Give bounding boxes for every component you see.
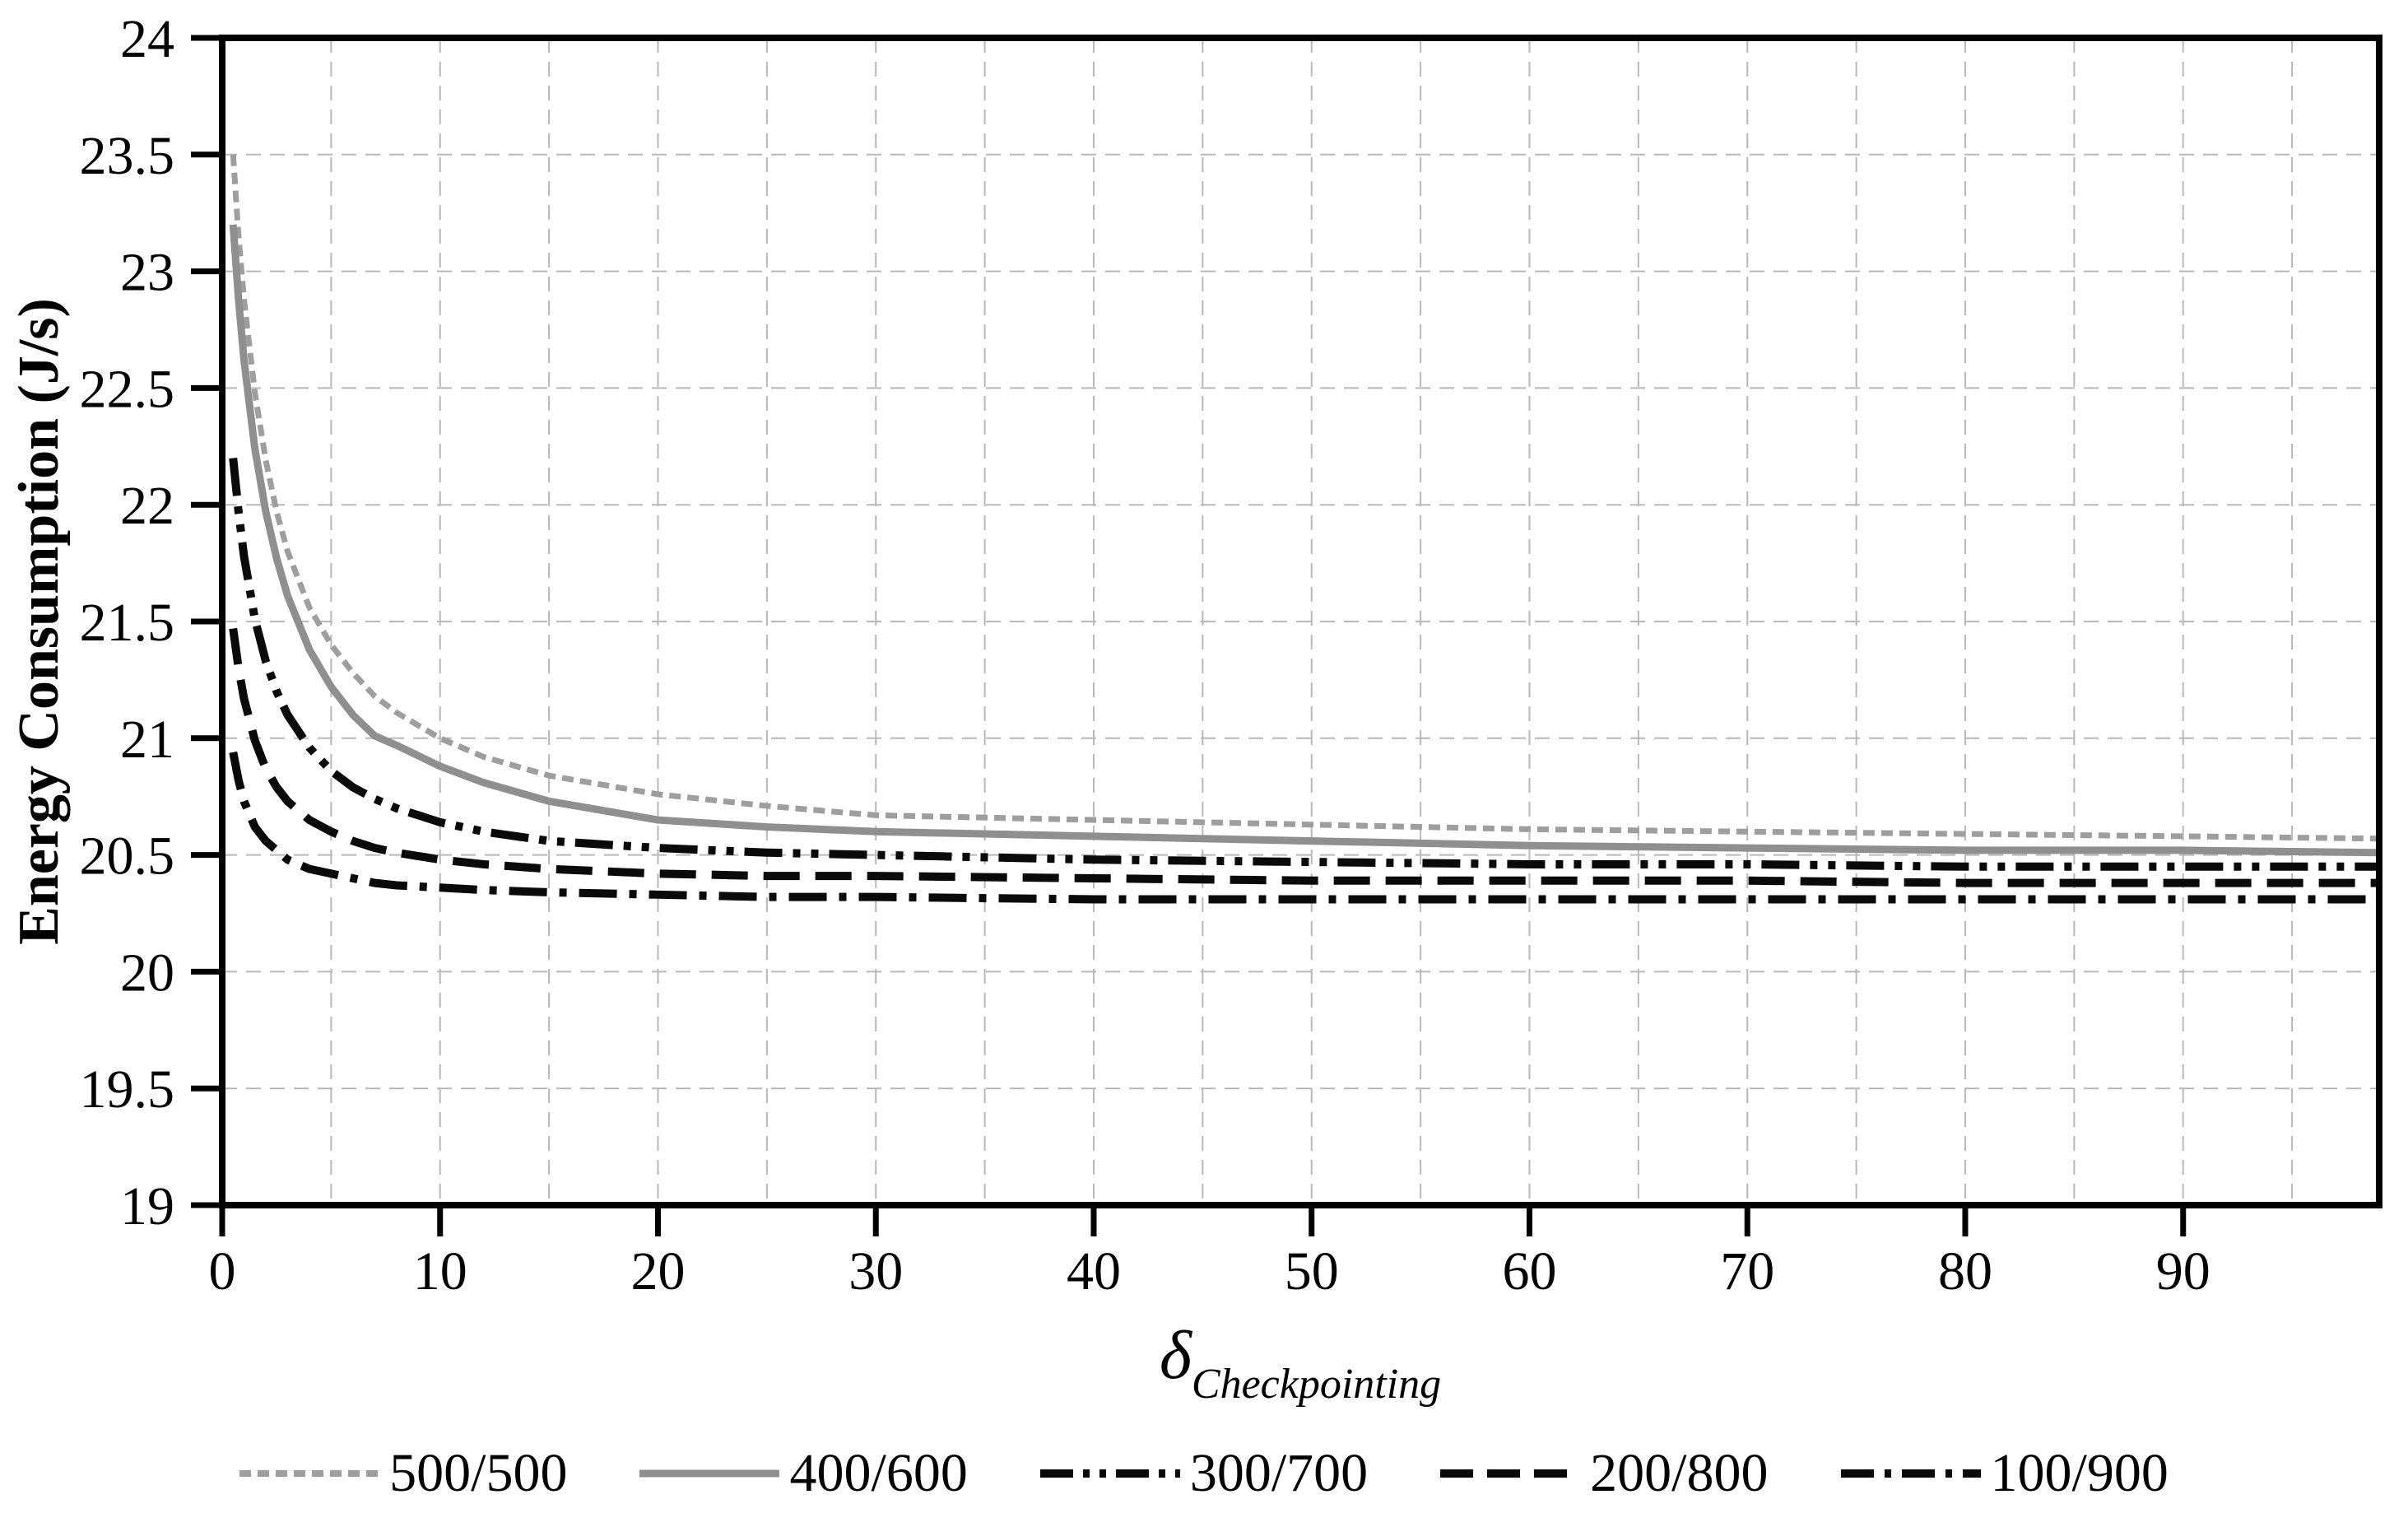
y-tick-label: 19.5 bbox=[80, 1059, 175, 1120]
curve-500-500 bbox=[230, 154, 2379, 842]
x-tick-label: 50 bbox=[1285, 1241, 1339, 1301]
x-tick-label: 60 bbox=[1502, 1241, 1556, 1301]
x-axis: 0 10 20 30 40 50 60 70 80 90 bbox=[209, 1205, 2210, 1301]
curve-100-900 bbox=[229, 751, 2379, 904]
legend-item-500-500: 500/500 bbox=[239, 1442, 567, 1505]
y-tick-label: 20.5 bbox=[80, 826, 175, 887]
y-tick-label: 23.5 bbox=[80, 126, 175, 186]
curve-300-700 bbox=[229, 457, 2379, 871]
legend-label: 400/600 bbox=[789, 1443, 968, 1503]
legend-item-400-600: 400/600 bbox=[639, 1442, 968, 1505]
legend: 500/500 400/600 300/700 200/800 100/900 bbox=[0, 1442, 2408, 1505]
y-tick-label: 21 bbox=[120, 710, 174, 770]
x-tick-label: 90 bbox=[2156, 1241, 2210, 1301]
legend-line-sample bbox=[1440, 1469, 1581, 1478]
x-tick-label: 40 bbox=[1067, 1241, 1121, 1301]
x-tick-label: 80 bbox=[1938, 1241, 1992, 1301]
legend-line-sample bbox=[639, 1469, 780, 1478]
y-tick-label: 22 bbox=[120, 476, 174, 536]
legend-item-100-900: 100/900 bbox=[1840, 1442, 2169, 1505]
legend-label: 300/700 bbox=[1189, 1443, 1369, 1503]
x-tick-label: 30 bbox=[848, 1241, 903, 1301]
legend-item-200-800: 200/800 bbox=[1440, 1442, 1769, 1505]
legend-item-300-700: 300/700 bbox=[1039, 1442, 1369, 1505]
legend-line-sample bbox=[1039, 1469, 1180, 1478]
x-tick-label: 20 bbox=[630, 1241, 685, 1301]
y-axis: 19 19.5 20 20.5 21 21.5 22 22.5 23 23.5 24 bbox=[80, 9, 222, 1236]
x-tick-label: 70 bbox=[1720, 1241, 1774, 1301]
curve-200-800 bbox=[229, 627, 2379, 887]
y-tick-label: 22.5 bbox=[80, 359, 175, 419]
gridlines bbox=[222, 38, 2379, 1205]
y-axis-title: Energy Consumption (J/s) bbox=[7, 298, 71, 945]
legend-label: 200/800 bbox=[1590, 1443, 1769, 1503]
x-tick-label: 10 bbox=[413, 1241, 467, 1301]
legend-line-sample bbox=[239, 1470, 380, 1477]
y-tick-label: 19 bbox=[120, 1176, 174, 1236]
legend-label: 100/900 bbox=[1990, 1443, 2169, 1503]
legend-label: 500/500 bbox=[389, 1443, 568, 1503]
x-tick-label: 0 bbox=[209, 1241, 236, 1301]
y-tick-label: 20 bbox=[120, 943, 174, 1003]
y-tick-label: 24 bbox=[120, 9, 174, 69]
x-axis-title: δCheckpointing bbox=[1160, 1315, 1441, 1408]
legend-line-sample bbox=[1840, 1469, 1981, 1478]
curve-400-600 bbox=[229, 224, 2379, 857]
x-axis-title-subscript: Checkpointing bbox=[1191, 1361, 1442, 1408]
y-tick-label: 23 bbox=[120, 243, 174, 303]
x-axis-title-symbol: δ bbox=[1159, 1317, 1192, 1394]
curves bbox=[229, 154, 2379, 904]
y-tick-label: 21.5 bbox=[80, 593, 175, 653]
